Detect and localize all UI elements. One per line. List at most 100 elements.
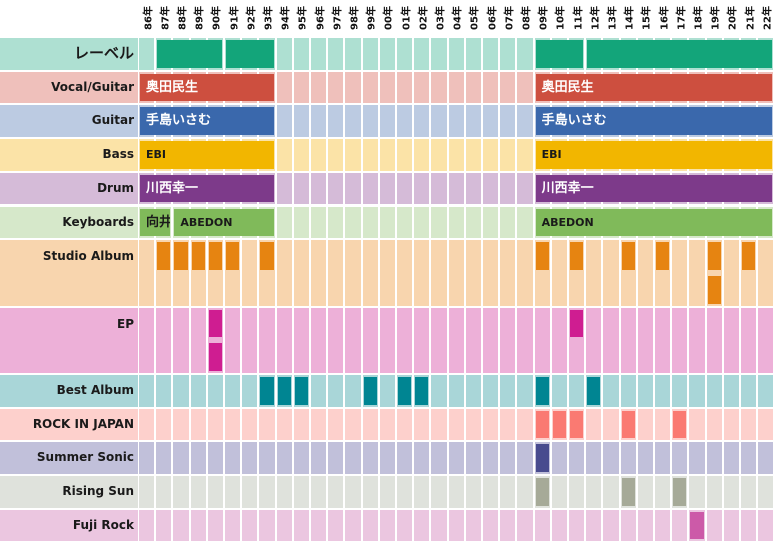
grid-cell [517, 71, 533, 104]
grid-cell [328, 408, 344, 441]
year-tick-label: 09年 [534, 2, 551, 34]
grid-cell [603, 307, 619, 373]
event-mark-studio [260, 242, 274, 270]
year-tick-text: 04年 [452, 6, 464, 30]
grid-cell [500, 71, 516, 104]
grid-cell [293, 408, 309, 441]
timeline-bar-bass: EBI [535, 141, 773, 169]
grid-cell [500, 442, 516, 475]
year-tick-label: 86年 [138, 2, 155, 34]
grid-cell [517, 375, 533, 407]
grid-cell [448, 307, 464, 373]
grid-cell [225, 307, 241, 373]
grid-cell [483, 206, 499, 239]
grid-cell [311, 139, 327, 171]
grid-cell [672, 375, 688, 407]
grid-cell [276, 38, 292, 70]
grid-cell [672, 240, 688, 306]
grid-cell [414, 105, 430, 138]
grid-cell [328, 240, 344, 306]
grid-cell [225, 375, 241, 407]
year-tick-text: 08年 [521, 6, 533, 30]
grid-cell [603, 240, 619, 306]
year-tick-text: 98年 [349, 6, 361, 30]
grid-cell [225, 476, 241, 508]
grid-cell [156, 442, 172, 475]
year-tick-text: 13年 [607, 6, 619, 30]
grid-cell [448, 139, 464, 171]
grid-cell [311, 240, 327, 306]
grid-cell [431, 509, 447, 542]
year-tick-label: 06年 [482, 2, 499, 34]
grid-cell [483, 375, 499, 407]
grid-cell [431, 206, 447, 239]
grid-cell [723, 509, 739, 542]
grid-cell [242, 240, 258, 306]
grid-cell [551, 240, 567, 306]
timeline-bar-bass: EBI [140, 141, 274, 169]
row-label-best: Best Album [0, 375, 138, 407]
grid-cell [517, 408, 533, 441]
grid-cell [448, 71, 464, 104]
year-tick-label: 18年 [688, 2, 705, 34]
year-tick-label: 00年 [379, 2, 396, 34]
grid-cell [328, 476, 344, 508]
year-tick-text: 07年 [504, 6, 516, 30]
grid-cell [328, 105, 344, 138]
grid-cell [655, 442, 671, 475]
year-tick-label: 20年 [723, 2, 740, 34]
year-tick-label: 17年 [671, 2, 688, 34]
grid-cell [328, 71, 344, 104]
grid-cell [345, 442, 361, 475]
grid-cell [569, 375, 585, 407]
event-mark-rising [535, 478, 549, 506]
grid-cell [517, 509, 533, 542]
grid-cell [706, 307, 722, 373]
grid-cell [397, 172, 413, 205]
year-tick-label: 21年 [740, 2, 757, 34]
grid-cell [345, 105, 361, 138]
grid-cell [311, 442, 327, 475]
event-mark-fuji [690, 511, 704, 540]
year-tick-text: 22年 [762, 6, 774, 30]
grid-cell [603, 408, 619, 441]
grid-cell [276, 509, 292, 542]
grid-cell [362, 139, 378, 171]
grid-cell [293, 307, 309, 373]
year-tick-text: 21年 [745, 6, 756, 30]
grid-cell [345, 139, 361, 171]
grid-cell [397, 71, 413, 104]
grid-cell [706, 408, 722, 441]
grid-cell [311, 476, 327, 508]
grid-cell [190, 307, 206, 373]
grid-cell [173, 442, 189, 475]
grid-cell [551, 442, 567, 475]
event-mark-best [294, 377, 308, 405]
event-mark-best [535, 377, 549, 405]
grid-cell [293, 71, 309, 104]
grid-cell [603, 509, 619, 542]
grid-cell [293, 476, 309, 508]
event-mark-studio [570, 242, 584, 270]
grid-cell [345, 71, 361, 104]
grid-cell [156, 476, 172, 508]
grid-cell [672, 442, 688, 475]
grid-cell [586, 240, 602, 306]
grid-cell [293, 105, 309, 138]
year-tick-text: 05年 [469, 6, 481, 30]
grid-cell [551, 307, 567, 373]
event-mark-rij [673, 410, 687, 439]
grid-cell [603, 375, 619, 407]
year-tick-label: 19年 [706, 2, 723, 34]
event-mark-ep [208, 343, 222, 371]
grid-cell [379, 375, 395, 407]
grid-cell [431, 240, 447, 306]
year-tick-label: 90年 [207, 2, 224, 34]
year-tick-label: 16年 [654, 2, 671, 34]
grid-cell [741, 307, 757, 373]
grid-cell [379, 307, 395, 373]
year-tick-label: 08年 [516, 2, 533, 34]
grid-cell [293, 240, 309, 306]
grid-cell [379, 172, 395, 205]
